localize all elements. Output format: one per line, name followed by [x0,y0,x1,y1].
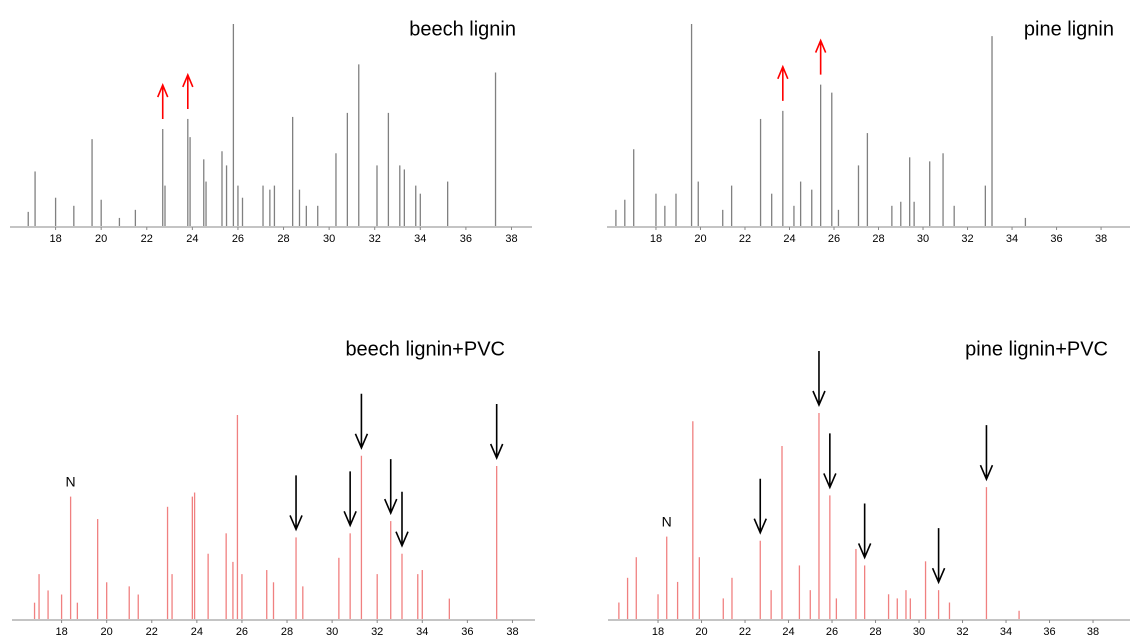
chart-title: beech lignin+PVC [345,338,505,360]
x-tick-label: 28 [872,233,884,245]
x-tick-label: 24 [782,626,794,637]
arrow [289,475,303,532]
x-tick-label: 22 [141,233,153,245]
arrow [753,478,767,535]
arrow [857,503,872,560]
x-tick-label: 26 [828,233,840,245]
arrow [812,351,826,408]
x-tick-label: 38 [1095,233,1107,245]
x-tick-label: 22 [739,626,751,637]
x-tick-label: 30 [323,233,335,245]
x-tick-label: 32 [371,626,383,637]
x-tick-label: 34 [416,626,428,637]
x-tick-label: 36 [461,626,473,637]
x-tick-label: 38 [506,626,518,637]
x-tick-label: 20 [95,233,107,245]
x-tick-label: 32 [956,626,968,637]
x-tick-label: 26 [236,626,248,637]
arrow [777,64,789,101]
x-tick-label: 38 [505,233,517,245]
x-tick-label: 36 [1050,233,1062,245]
x-tick-label: 34 [414,233,426,245]
chart-title: pine lignin [1024,18,1114,40]
x-tick-label: 32 [961,233,973,245]
arrow [182,72,194,109]
chart-panel: pine lignin+PVC 18 20 22 24 26 28 30 32 34 36 38 N [608,338,1130,637]
arrow [979,425,994,482]
x-tick-label: 24 [191,626,203,637]
x-tick-label: 36 [460,233,472,245]
annotation: N [66,473,76,489]
x-tick-label: 18 [652,626,664,637]
annotation: N [662,513,672,529]
x-tick-label: 20 [101,626,113,637]
x-tick-label: 34 [1006,233,1018,245]
x-tick-label: 26 [826,626,838,637]
chart-panel: pine lignin 18 20 22 24 26 28 30 32 34 36 38 [607,18,1130,245]
x-tick-label: 22 [739,233,751,245]
x-tick-label: 18 [49,233,61,245]
x-tick-label: 28 [281,626,293,637]
x-tick-label: 28 [869,626,881,637]
x-tick-label: 18 [55,626,67,637]
x-tick-label: 32 [369,233,381,245]
x-tick-label: 30 [326,626,338,637]
x-tick-label: 30 [917,233,929,245]
x-tick-label: 24 [783,233,795,245]
chart-panel: beech lignin+PVC 18 20 22 24 26 28 30 32 34 36 38 N [12,338,535,637]
chart-panel: beech lignin 18 20 22 24 26 28 30 32 34 36 38 [10,18,532,245]
x-tick-label: 24 [186,233,198,245]
arrow [823,433,837,490]
arrow [343,471,357,528]
arrow [489,404,504,461]
x-tick-label: 38 [1087,626,1099,637]
x-tick-label: 20 [695,626,707,637]
arrow [383,459,398,516]
x-tick-label: 26 [232,233,244,245]
x-tick-label: 30 [913,626,925,637]
chart-title: beech lignin [409,18,516,40]
x-tick-label: 18 [650,233,662,245]
x-tick-label: 22 [146,626,158,637]
x-tick-label: 20 [694,233,706,245]
arrow [395,491,409,548]
arrow [814,38,827,75]
arrow [156,82,169,120]
arrow [354,393,369,450]
arrow [931,528,946,585]
x-tick-label: 34 [1000,626,1012,637]
x-tick-label: 28 [277,233,289,245]
x-tick-label: 36 [1043,626,1055,637]
chart-title: pine lignin+PVC [965,338,1108,360]
